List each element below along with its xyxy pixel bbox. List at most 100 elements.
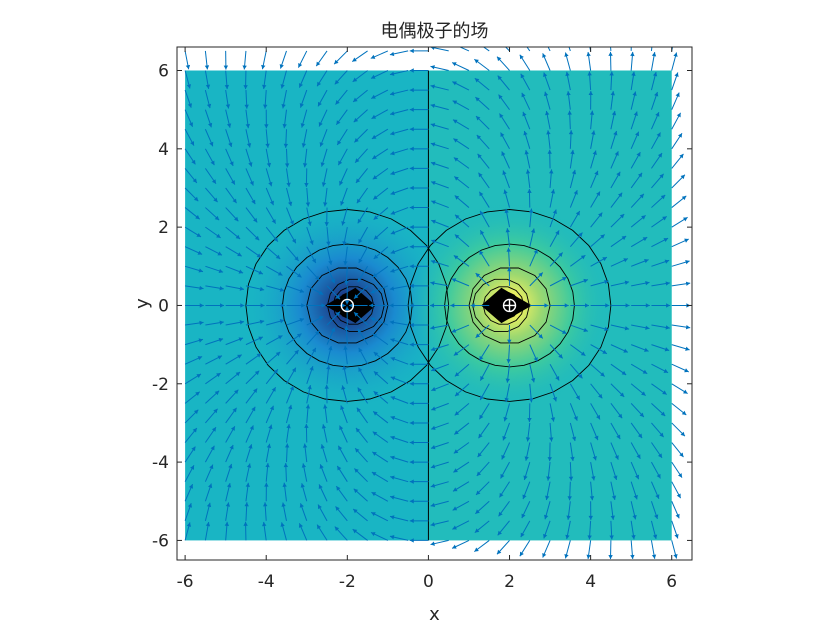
quiver-arrow-219 — [344, 306, 350, 326]
field-layer — [184, 47, 692, 560]
quiver-arrow-130 — [280, 522, 287, 541]
quiver-arrow-123 — [265, 168, 273, 187]
quiver-arrow-450 — [529, 344, 538, 362]
quiver-arrow-126 — [264, 109, 269, 129]
quiver-arrow-149 — [285, 168, 291, 187]
quiver-arrow-592 — [630, 91, 637, 110]
quiver-arrow-602 — [651, 422, 665, 438]
quiver-arrow-464 — [519, 54, 531, 71]
quiver-arrow-144 — [286, 265, 302, 278]
quiver-arrow-19 — [184, 168, 198, 184]
quiver-arrow-166 — [306, 330, 320, 345]
quiver-arrow-421 — [502, 422, 510, 441]
quiver-arrow-265 — [372, 411, 389, 424]
quiver-arrow-469 — [545, 481, 551, 501]
quiver-arrow-590 — [630, 131, 640, 150]
quiver-arrow-404 — [479, 230, 490, 247]
quiver-arrow-176 — [302, 148, 308, 168]
quiver-arrow-296 — [389, 320, 409, 326]
quiver-arrow-411 — [475, 96, 490, 111]
quiver-arrow-107 — [265, 463, 270, 482]
quiver-arrow-94 — [245, 226, 260, 241]
quiver-arrow-642 — [671, 132, 683, 150]
quiver-arrow-336 — [409, 48, 429, 54]
quiver-arrow-51 — [204, 50, 210, 70]
quiver-arrow-487 — [545, 110, 551, 130]
quiver-arrow-356 — [430, 161, 449, 169]
x-tick-label: 6 — [666, 572, 677, 592]
quiver-arrow-342 — [430, 442, 449, 450]
quiver-arrow-555 — [610, 324, 630, 331]
quiver-arrow-379 — [454, 214, 470, 228]
quiver-arrow-453 — [529, 272, 544, 287]
quiver-arrow-239 — [356, 407, 368, 424]
quiver-arrow-224 — [341, 207, 348, 226]
quiver-arrow-523 — [590, 442, 597, 461]
quiver-arrow-281 — [371, 109, 389, 120]
quiver-arrow-229 — [335, 109, 348, 126]
quiver-arrow-539 — [589, 110, 595, 130]
quiver-arrow-432 — [502, 170, 510, 189]
quiver-arrow-473 — [549, 403, 556, 422]
quiver-arrow-0 — [184, 522, 192, 541]
quiver-arrow-521 — [589, 481, 595, 501]
quiver-arrow-609 — [651, 281, 670, 287]
quiver-arrow-246 — [353, 285, 368, 300]
quiver-arrow-317 — [409, 420, 429, 426]
quiver-arrow-297 — [389, 303, 409, 308]
quiver-arrow-594 — [630, 51, 635, 71]
quiver-arrow-253 — [354, 148, 368, 164]
quiver-arrow-288 — [390, 475, 409, 483]
quiver-arrow-568 — [608, 51, 613, 71]
quiver-arrow-50 — [204, 70, 211, 89]
quiver-arrow-314 — [409, 479, 429, 484]
quiver-arrow-425 — [506, 344, 511, 364]
quiver-arrow-115 — [266, 319, 285, 326]
quiver-arrow-645 — [671, 72, 679, 91]
quiver-arrow-485 — [547, 149, 552, 169]
quiver-arrow-359 — [430, 103, 449, 111]
quiver-arrow-96 — [245, 187, 256, 205]
quiver-arrow-612 — [651, 216, 668, 228]
quiver-arrow-240 — [357, 387, 369, 404]
quiver-arrow-623 — [671, 520, 679, 539]
quiver-arrow-163 — [306, 384, 312, 404]
quiver-arrow-71 — [225, 168, 236, 185]
quiver-arrow-424 — [505, 364, 511, 383]
quiver-arrow-200 — [323, 187, 328, 207]
quiver-arrow-576 — [630, 422, 643, 439]
quiver-arrow-456 — [528, 208, 534, 228]
quiver-arrow-147 — [286, 207, 294, 226]
quiver-arrow-560 — [610, 213, 625, 228]
quiver-arrow-9 — [184, 356, 203, 365]
quiver-arrow-127 — [263, 90, 268, 109]
quiver-arrow-302 — [390, 207, 409, 215]
quiver-arrow-470 — [546, 462, 551, 481]
quiver-arrow-334 — [409, 87, 429, 93]
quiver-arrow-218 — [344, 325, 349, 345]
quiver-arrow-275 — [373, 226, 389, 240]
quiver-arrow-498 — [569, 422, 577, 442]
quiver-arrow-332 — [409, 127, 429, 132]
quiver-arrow-21 — [184, 128, 195, 146]
quiver-arrow-513 — [567, 110, 572, 130]
quiver-arrow-454 — [529, 249, 538, 267]
quiver-arrow-640 — [671, 174, 686, 189]
quiver-arrow-558 — [610, 258, 629, 267]
quiver-arrow-204 — [318, 109, 328, 127]
quiver-arrow-591 — [630, 111, 638, 130]
quiver-arrow-197 — [326, 246, 333, 266]
quiver-arrow-408 — [477, 153, 490, 169]
quiver-arrow-434 — [500, 132, 510, 150]
quiver-arrow-136 — [286, 404, 293, 424]
quiver-arrow-436 — [498, 94, 510, 110]
quiver-arrow-82 — [245, 444, 253, 463]
quiver-arrow-213 — [339, 425, 348, 443]
quiver-arrow-455 — [529, 228, 536, 247]
quiver-arrow-324 — [409, 283, 429, 289]
quiver-arrow-606 — [651, 344, 670, 352]
quiver-arrow-18 — [184, 187, 199, 202]
quiver-arrow-325 — [409, 264, 429, 269]
quiver-arrow-183 — [317, 504, 328, 522]
